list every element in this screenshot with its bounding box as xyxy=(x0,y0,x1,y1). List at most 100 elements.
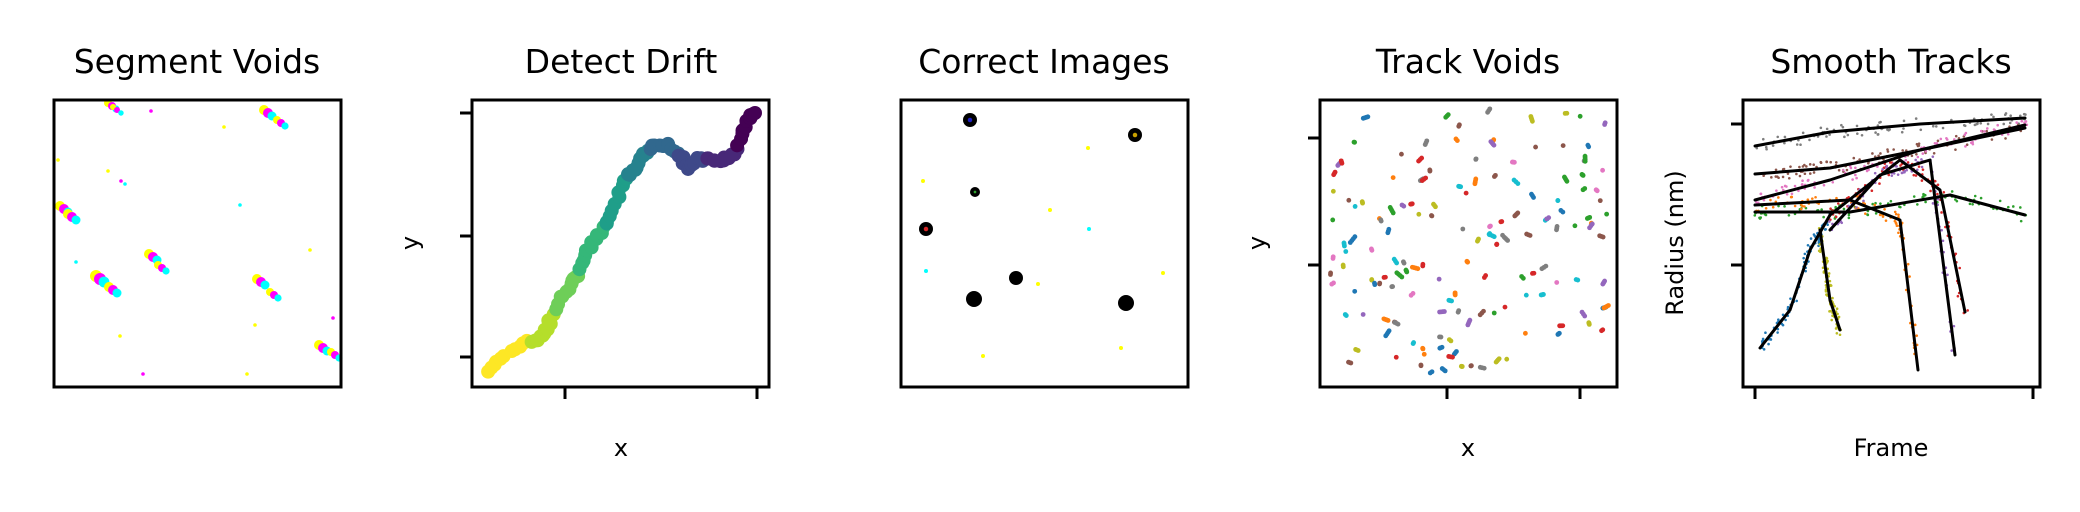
radius-point xyxy=(1798,174,1802,178)
track-point xyxy=(1391,256,1397,262)
radius-point xyxy=(1954,252,1958,256)
track-point xyxy=(1600,167,1605,173)
radius-point xyxy=(1979,196,1983,200)
radius-point xyxy=(2004,112,2008,115)
track-point xyxy=(1355,348,1361,353)
panel-correct-images: Correct Images xyxy=(899,42,1190,389)
radius-point xyxy=(1837,168,1841,172)
track-point xyxy=(1554,280,1560,285)
radius-point xyxy=(1828,220,1831,223)
radius-point xyxy=(2015,121,2018,124)
panel-frame-track-voids xyxy=(1318,98,1619,389)
radius-point xyxy=(1803,205,1806,208)
radius-point xyxy=(1954,198,1957,201)
radius-point xyxy=(1783,205,1786,208)
radius-point xyxy=(1805,165,1808,168)
track-point xyxy=(1560,209,1566,215)
track-point xyxy=(1500,232,1505,238)
void-speck xyxy=(123,182,127,186)
radius-point xyxy=(1797,189,1800,193)
radius-point xyxy=(1762,198,1766,202)
panel-title-correct-images: Correct Images xyxy=(918,42,1169,81)
radius-point xyxy=(1966,309,1969,312)
smoothed-fit-line xyxy=(1828,158,1957,357)
radius-point xyxy=(1922,195,1925,198)
void-speck xyxy=(118,334,122,338)
radius-point xyxy=(1893,219,1897,223)
radius-point xyxy=(1811,197,1814,200)
void-speck xyxy=(924,269,928,273)
track-point xyxy=(1418,362,1424,368)
radius-point xyxy=(1765,147,1768,151)
radius-point xyxy=(1886,148,1889,151)
radius-point xyxy=(1829,284,1833,287)
track-point xyxy=(1580,187,1586,193)
track-point xyxy=(1392,320,1398,325)
x-axis-label-track-voids: x xyxy=(1461,434,1475,462)
void-speck xyxy=(331,316,335,320)
radius-point xyxy=(1895,224,1899,228)
track-point xyxy=(1486,231,1492,237)
radius-point xyxy=(1914,117,1918,120)
track-point xyxy=(1341,240,1347,246)
radius-point xyxy=(1936,192,1939,196)
radius-point xyxy=(1885,164,1889,168)
track-point xyxy=(1390,175,1396,180)
radius-point xyxy=(1957,136,1961,140)
radius-point xyxy=(1826,223,1829,227)
track-point xyxy=(1423,175,1429,181)
track-point xyxy=(1422,142,1428,147)
track-point xyxy=(1454,138,1460,143)
radius-point xyxy=(1823,228,1827,231)
radius-point xyxy=(1836,202,1840,205)
track-point xyxy=(1473,156,1479,162)
track-point xyxy=(1389,284,1395,290)
radius-point xyxy=(1820,208,1823,211)
radius-point xyxy=(1855,206,1858,209)
radius-point xyxy=(1790,195,1794,199)
radius-point xyxy=(1783,141,1786,145)
track-point xyxy=(1416,211,1422,217)
track-point xyxy=(1332,169,1338,175)
radius-point xyxy=(1916,155,1920,159)
radius-point xyxy=(1771,205,1775,209)
radius-point xyxy=(1876,133,1880,136)
radius-point xyxy=(1879,120,1882,124)
radius-point xyxy=(1842,207,1846,211)
track-point xyxy=(1579,172,1585,177)
radius-point xyxy=(1817,249,1821,253)
radius-point xyxy=(1858,158,1861,161)
radius-point xyxy=(1983,130,1986,133)
track-point xyxy=(1411,340,1417,345)
track-point xyxy=(1520,275,1526,281)
radius-point xyxy=(1913,323,1917,327)
corrected-image xyxy=(919,113,1165,358)
radius-point xyxy=(1813,234,1817,238)
track-point xyxy=(1587,214,1593,220)
track-point xyxy=(1554,224,1560,229)
radius-point xyxy=(1886,128,1889,131)
radius-point xyxy=(1774,175,1778,178)
track-point xyxy=(1329,281,1335,287)
void-core xyxy=(971,296,977,302)
radius-point xyxy=(1806,243,1810,247)
track-point xyxy=(1436,276,1442,282)
radius-point xyxy=(1954,148,1957,151)
track-point xyxy=(1597,198,1603,204)
y-axis-label-smooth-tracks: Radius (nm) xyxy=(1661,170,1689,315)
track-point xyxy=(1487,106,1493,112)
radius-point xyxy=(1843,135,1846,139)
track-point xyxy=(1346,359,1351,365)
radius-point xyxy=(1777,176,1780,180)
track-point xyxy=(1604,211,1610,217)
radius-point xyxy=(1921,152,1925,155)
track-point xyxy=(1512,213,1518,219)
radius-point xyxy=(1785,192,1789,196)
radius-point xyxy=(1874,212,1878,215)
track-point xyxy=(1529,191,1534,197)
radius-point xyxy=(2002,122,2006,126)
radius-point xyxy=(1824,290,1828,293)
radius-point xyxy=(1992,115,1995,119)
radius-point xyxy=(1775,189,1778,192)
track-point xyxy=(1365,114,1371,120)
